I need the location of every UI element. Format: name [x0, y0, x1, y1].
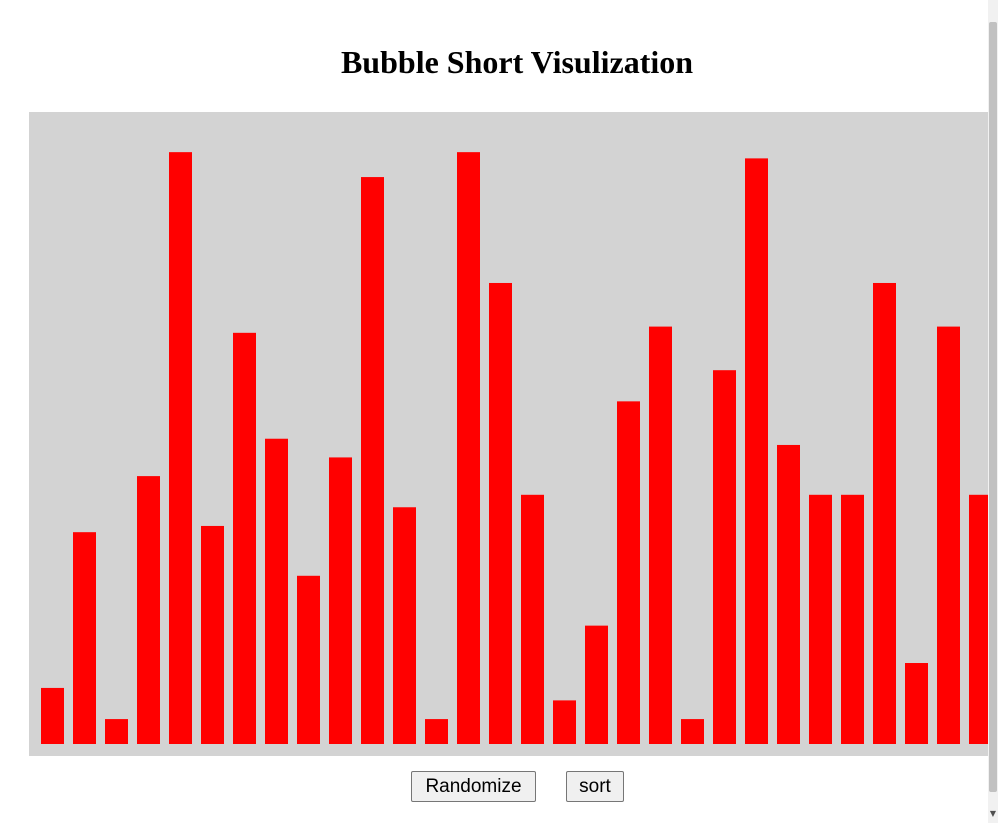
- bar-28: [937, 326, 960, 744]
- bar-13: [457, 152, 480, 744]
- bar-1: [73, 532, 96, 744]
- bar-18: [617, 401, 640, 744]
- bar-9: [329, 457, 352, 744]
- bar-24: [809, 494, 832, 744]
- vertical-scrollbar[interactable]: ▼: [988, 0, 998, 823]
- bar-19: [649, 326, 672, 744]
- page-title: Bubble Short Visulization: [340, 44, 694, 80]
- bars-svg: [41, 152, 988, 744]
- bar-3: [137, 476, 160, 744]
- bar-7: [265, 438, 288, 744]
- bar-14: [489, 282, 512, 744]
- bar-2: [105, 719, 128, 744]
- bar-25: [841, 494, 864, 744]
- bar-12: [425, 719, 448, 744]
- bar-29: [969, 494, 988, 744]
- bar-16: [553, 700, 576, 744]
- randomize-button[interactable]: Randomize: [411, 771, 536, 802]
- bar-10: [361, 177, 384, 744]
- scrollbar-thumb[interactable]: [989, 22, 997, 792]
- bar-27: [905, 663, 928, 744]
- bar-17: [585, 625, 608, 744]
- bar-0: [41, 687, 64, 744]
- scroll-down-arrow-icon[interactable]: ▼: [989, 809, 997, 818]
- bar-5: [201, 525, 224, 744]
- bar-21: [713, 370, 736, 744]
- bar-23: [777, 444, 800, 744]
- bar-11: [393, 507, 416, 744]
- sort-button[interactable]: sort: [566, 771, 624, 802]
- bar-15: [521, 494, 544, 744]
- bar-6: [233, 332, 256, 744]
- bar-chart-area: [29, 112, 988, 756]
- bar-4: [169, 152, 192, 744]
- bar-22: [745, 158, 768, 744]
- bar-20: [681, 719, 704, 744]
- bar-26: [873, 282, 896, 744]
- bar-8: [297, 575, 320, 744]
